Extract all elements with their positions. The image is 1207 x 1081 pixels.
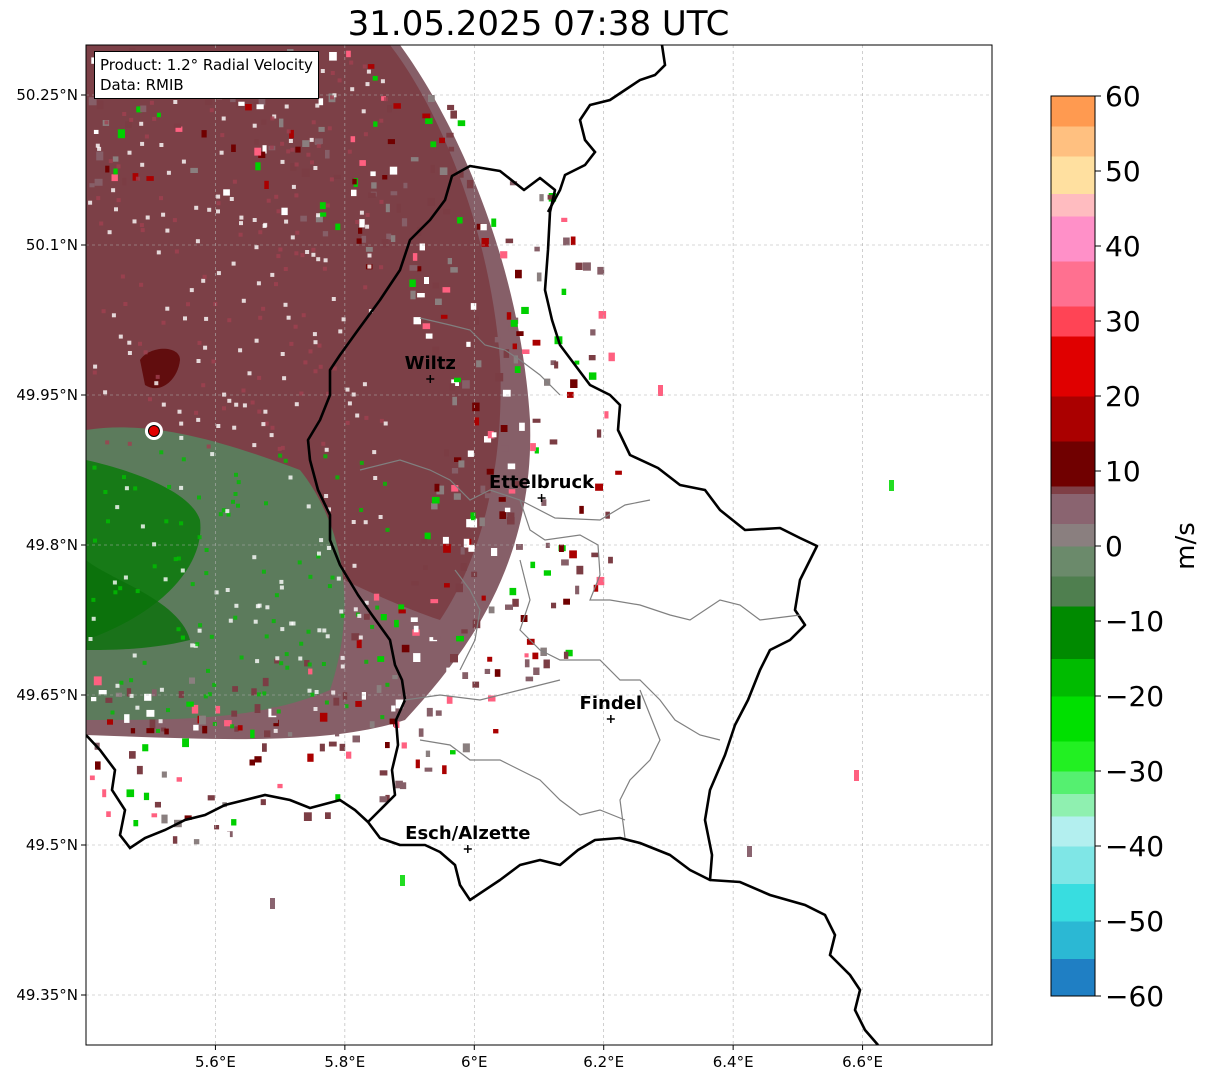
colorbar-tick-label: −30 [1105,755,1164,788]
belgium-france-border [86,734,369,850]
admin-boundary [619,689,661,839]
france-germany-border [709,878,879,1045]
colorbar-tick-label: −20 [1105,680,1164,713]
colorbar-segment [1051,793,1095,817]
data-source-text: Data: RMIB [100,76,184,94]
colorbar-segment [1051,336,1095,397]
lat-tick-label: 49.95°N [16,386,78,404]
gridlines [86,45,992,1045]
colorbar-segment [1051,771,1095,794]
colorbar-segment [1051,606,1095,659]
colorbar-segment [1051,958,1095,997]
lon-tick-label: 5.8°E [324,1053,365,1071]
city-marker [426,375,435,383]
lat-tick-label: 50.1°N [26,236,78,254]
colorbar-tick-label: 0 [1105,530,1123,563]
lat-tick-label: 49.8°N [26,536,78,554]
colorbar-label: m/s [1171,522,1201,570]
colorbar-tick-label: 20 [1105,380,1141,413]
city-label: Wiltz [405,353,456,374]
admin-boundary [419,317,561,396]
city-label: Findel [580,693,643,714]
lat-tick-label: 50.25°N [16,86,78,104]
lon-tick-label: 6.4°E [713,1053,754,1071]
colorbar-tick-label: 10 [1105,455,1141,488]
colorbar-segment [1051,696,1095,742]
colorbar-segment [1051,306,1095,337]
admin-boundary [454,569,481,671]
colorbar-segment [1051,816,1095,847]
colorbar-segment [1051,441,1095,487]
lon-tick-label: 5.6°E [195,1053,236,1071]
lat-tick-label: 49.5°N [26,836,78,854]
lat-tick-label: 49.65°N [16,686,78,704]
latitude-axis: 50.25°N 50.1°N 49.95°N 49.8°N 49.65°N 49.5°N 4… [16,86,86,1004]
colorbar-segment [1051,658,1095,697]
city-marker [606,715,615,723]
city-label: Esch/Alzette [405,823,530,844]
germany-border-north [546,45,667,213]
city-label: Ettelbruck [489,472,595,493]
colorbar-segment [1051,883,1095,922]
map-markers: Wiltz Ettelbruck Findel Esch/Alzette [144,353,643,853]
admin-boundary [419,739,626,821]
colorbar-segment [1051,921,1095,959]
colorbar-segment [1051,156,1095,194]
admin-boundary [519,559,721,741]
colorbar-segment [1051,261,1095,307]
colorbar-tick-label: 40 [1105,230,1141,263]
colorbar-segment [1051,486,1095,494]
admin-boundary [519,499,801,621]
colorbar-segment [1051,846,1095,884]
colorbar-tick-label: 30 [1105,305,1141,338]
country-borders [86,45,879,1045]
colorbar-tick-label: −60 [1105,980,1164,1013]
admin-boundary [404,679,561,701]
colorbar-segment [1051,741,1095,772]
radar-site-marker [147,425,160,437]
luxembourg-border [306,164,819,902]
colorbar: 60 50 40 30 20 10 0 −10 −20 −30 −40 −50 −60 [1050,80,1164,1013]
colorbar-segment [1051,193,1095,217]
lon-tick-label: 6.2°E [583,1053,624,1071]
colorbar-segment [1051,126,1095,157]
city-marker [463,845,472,853]
colorbar-tick-label: 60 [1105,80,1141,113]
lat-tick-label: 49.35°N [16,986,78,1004]
colorbar-tick-label: −50 [1105,905,1164,938]
colorbar-tick-label: −10 [1105,605,1164,638]
colorbar-tick-label: −40 [1105,830,1164,863]
map-title: 31.05.2025 07:38 UTC [347,4,730,44]
lon-tick-label: 6.6°E [842,1053,883,1071]
colorbar-segment [1051,576,1095,607]
colorbar-segment [1051,493,1095,524]
colorbar-segment [1051,96,1095,127]
longitude-axis: 5.6°E 5.8°E 6°E 6.2°E 6.4°E 6.6°E [195,1045,883,1071]
lon-tick-label: 6°E [461,1053,488,1071]
colorbar-segment [1051,396,1095,442]
colorbar-segment [1051,523,1095,547]
city-marker [537,494,546,502]
colorbar-tick-label: 50 [1105,155,1141,188]
radar-echo-layer [86,45,894,909]
admin-boundary [359,459,651,521]
colorbar-segment [1051,216,1095,262]
colorbar-segment [1051,546,1095,577]
product-text: Product: 1.2° Radial Velocity [100,56,313,74]
info-box: Product: 1.2° Radial Velocity Data: RMIB [94,51,319,99]
